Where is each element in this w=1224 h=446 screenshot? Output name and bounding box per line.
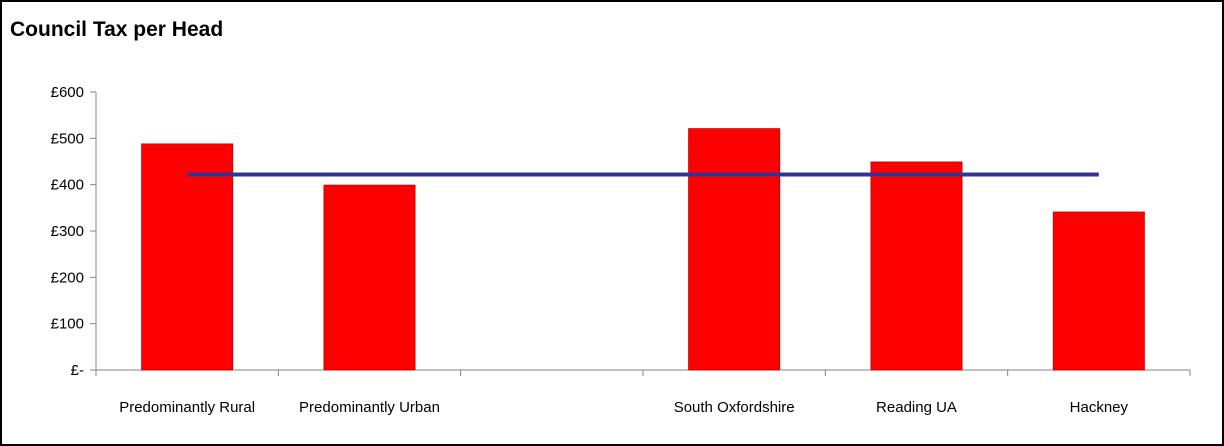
x-tick-label: Reading UA: [876, 399, 957, 416]
y-tick-label: £500: [51, 130, 84, 147]
x-tick-label: Predominantly Urban: [299, 399, 440, 416]
chart-title: Council Tax per Head: [10, 18, 224, 41]
y-tick-label: £200: [51, 269, 84, 286]
x-tick-label: South Oxfordshire: [674, 399, 795, 416]
y-tick-label: £300: [51, 223, 84, 240]
bar: [1052, 211, 1145, 371]
bar: [323, 184, 416, 371]
y-tick-label: £100: [51, 316, 84, 333]
bar: [141, 143, 234, 371]
y-tick-label: £-: [71, 362, 84, 379]
bar: [870, 161, 963, 371]
y-tick-label: £600: [51, 84, 84, 101]
y-tick-label: £400: [51, 177, 84, 194]
x-tick-label: Predominantly Rural: [119, 399, 255, 416]
bar: [688, 128, 781, 371]
x-tick-label: Hackney: [1070, 399, 1129, 416]
